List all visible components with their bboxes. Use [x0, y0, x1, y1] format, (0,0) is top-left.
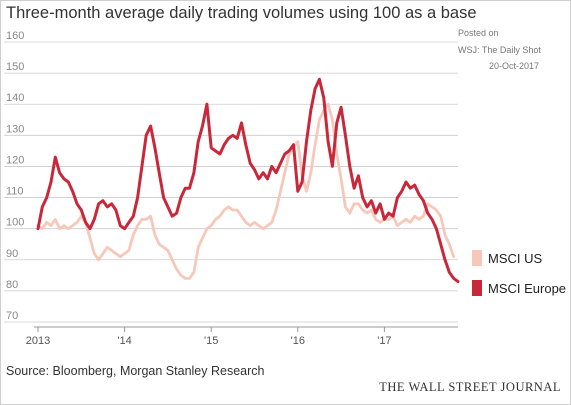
posted-source-label: WSJ: The Daily Shot — [458, 45, 541, 55]
y-tick-label-150: 150 — [6, 61, 24, 73]
y-tick-label-70: 70 — [6, 310, 18, 322]
y-tick-label-160: 160 — [6, 30, 24, 42]
y-tick-label-130: 130 — [6, 123, 24, 135]
legend-label-msci-europe: MSCI Europe — [488, 280, 567, 296]
y-tick-label-100: 100 — [6, 217, 24, 229]
x-axis: 2013 '14 '15 '16 '17 — [26, 326, 458, 347]
legend-item-msci-us: MSCI US — [472, 250, 542, 266]
y-axis-labels: 70 80 90 100 110 120 130 140 150 160 — [6, 30, 24, 322]
legend-swatch-msci-europe — [472, 280, 482, 296]
x-tick-label-2016: '16 — [291, 335, 305, 347]
y-tick-label-120: 120 — [6, 154, 24, 166]
x-tick-label-2014: '14 — [117, 335, 131, 347]
y-tick-label-110: 110 — [6, 186, 24, 198]
chart-title: Three-month average daily trading volume… — [6, 4, 477, 22]
source-note: Source: Bloomberg, Morgan Stanley Resear… — [6, 364, 265, 378]
series-layer — [36, 77, 460, 284]
series-line-msci-europe — [36, 77, 460, 284]
grid-layer — [4, 41, 458, 323]
posted-on-label: Posted on — [458, 28, 499, 38]
publisher-label: THE WALL STREET JOURNAL — [379, 380, 561, 394]
legend-item-msci-europe: MSCI Europe — [472, 280, 566, 296]
x-tick-label-2017: '17 — [377, 335, 391, 347]
y-tick-label-80: 80 — [6, 279, 18, 291]
y-tick-label-90: 90 — [6, 248, 18, 260]
y-tick-label-140: 140 — [6, 92, 24, 104]
legend-swatch-msci-us — [472, 250, 482, 266]
series-line-msci-us — [36, 102, 456, 280]
x-tick-label-2015: '15 — [204, 335, 218, 347]
posted-date-label: 20-Oct-2017 — [488, 61, 539, 71]
legend-label-msci-us: MSCI US — [488, 250, 543, 266]
x-tick-label-2013: 2013 — [26, 335, 50, 347]
